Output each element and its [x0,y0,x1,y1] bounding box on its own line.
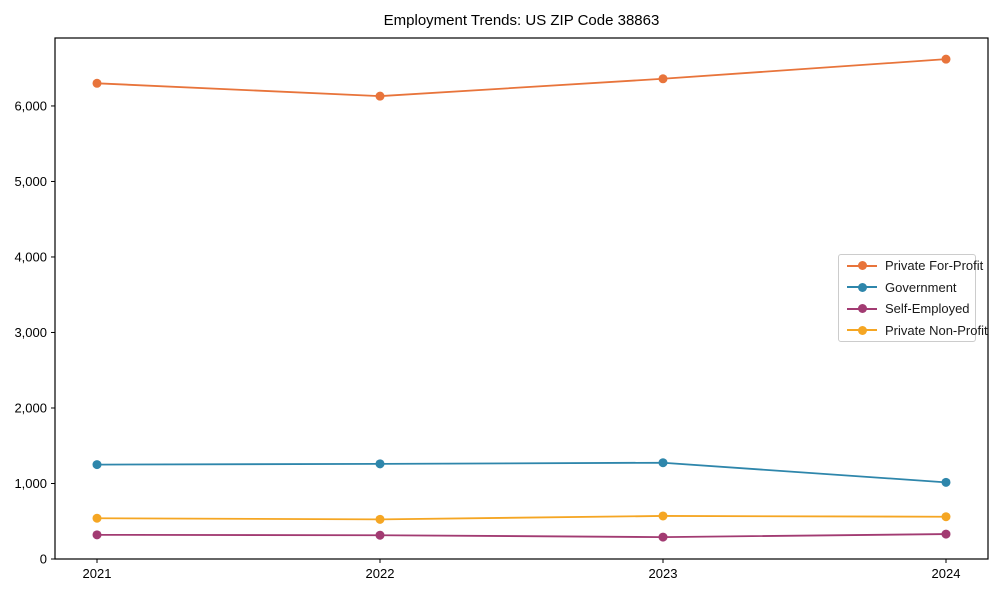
data-point-self-employed [941,529,951,539]
legend-marker-icon [847,282,877,292]
legend-marker-icon [847,304,877,314]
x-tick-label: 2024 [932,566,961,581]
data-point-government [375,459,385,469]
y-tick-label: 4,000 [14,249,47,264]
legend-label: Private For-Profit [885,258,984,274]
series-line-private-non-profit [96,515,947,521]
data-point-private-for-profit [375,91,385,101]
legend-label: Government [885,279,957,295]
chart-title: Employment Trends: US ZIP Code 38863 [383,12,660,29]
data-point-private-non-profit [941,512,951,522]
data-point-government [92,460,102,470]
y-tick-label: 2,000 [14,400,47,415]
series-line-self-employed [96,533,947,539]
legend-label: Self-Employed [885,301,970,317]
data-point-private-non-profit [658,511,668,521]
x-tick-label: 2021 [83,566,112,581]
data-point-government [941,477,951,487]
legend-item-government: Government [847,277,975,299]
data-point-self-employed [92,530,102,540]
y-tick-label: 1,000 [14,476,47,491]
data-point-self-employed [658,532,668,542]
y-tick-label: 6,000 [14,98,47,113]
legend-item-private-non-profit: Private Non-Profit [847,320,988,342]
series-line-government [96,461,947,484]
data-point-self-employed [375,530,385,540]
legend-marker-icon [847,325,877,335]
data-point-private-for-profit [941,54,951,64]
data-point-government [658,458,668,468]
series-line-private-for-profit [96,58,947,98]
x-tick-label: 2022 [366,566,395,581]
y-tick-label: 3,000 [14,325,47,340]
legend-item-self-employed: Self-Employed [847,298,975,320]
plot-border [54,37,989,560]
data-point-private-for-profit [658,74,668,84]
data-point-private-non-profit [375,514,385,524]
legend-item-private-for-profit: Private For-Profit [847,255,983,277]
data-point-private-for-profit [92,78,102,88]
data-point-private-non-profit [92,513,102,523]
y-tick-label: 5,000 [14,174,47,189]
y-tick-label: 0 [40,552,47,567]
x-tick-label: 2023 [649,566,678,581]
legend: Private For-Profit Government Self-Employe… [838,254,988,342]
legend-marker-icon [847,261,877,271]
legend-label: Private Non-Profit [885,322,988,338]
